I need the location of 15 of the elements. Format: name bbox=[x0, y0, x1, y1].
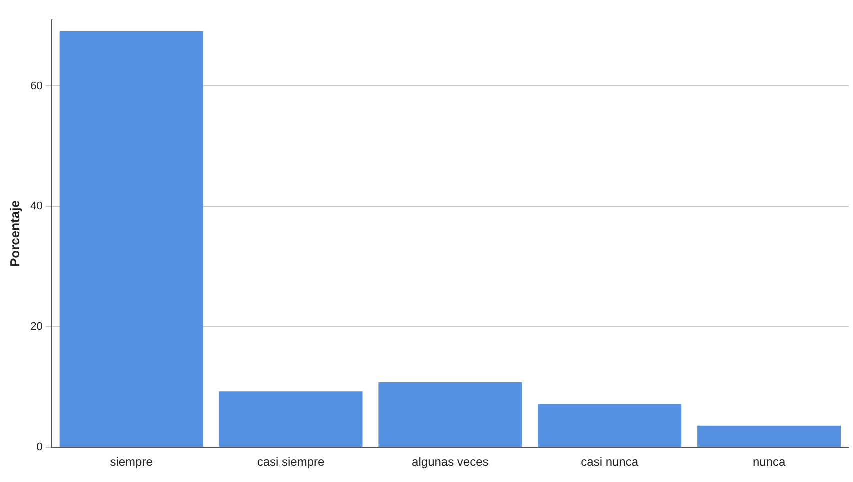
x-tick-label: algunas veces bbox=[412, 455, 489, 470]
y-tick-label: 40 bbox=[30, 200, 43, 213]
bar bbox=[60, 31, 204, 448]
y-tick-label: 60 bbox=[30, 80, 43, 92]
x-tick-label: siempre bbox=[110, 455, 154, 470]
bar bbox=[378, 382, 522, 448]
bar bbox=[538, 404, 682, 448]
bar bbox=[698, 426, 842, 448]
y-tick-label: 0 bbox=[36, 442, 43, 454]
x-tick-label: casi siempre bbox=[257, 455, 325, 470]
bar bbox=[219, 392, 363, 448]
x-tick-label: casi nunca bbox=[581, 455, 639, 470]
y-tick-label: 20 bbox=[30, 321, 43, 334]
y-axis-title: Porcentaje bbox=[7, 200, 22, 268]
x-tick-label: nunca bbox=[752, 455, 786, 470]
